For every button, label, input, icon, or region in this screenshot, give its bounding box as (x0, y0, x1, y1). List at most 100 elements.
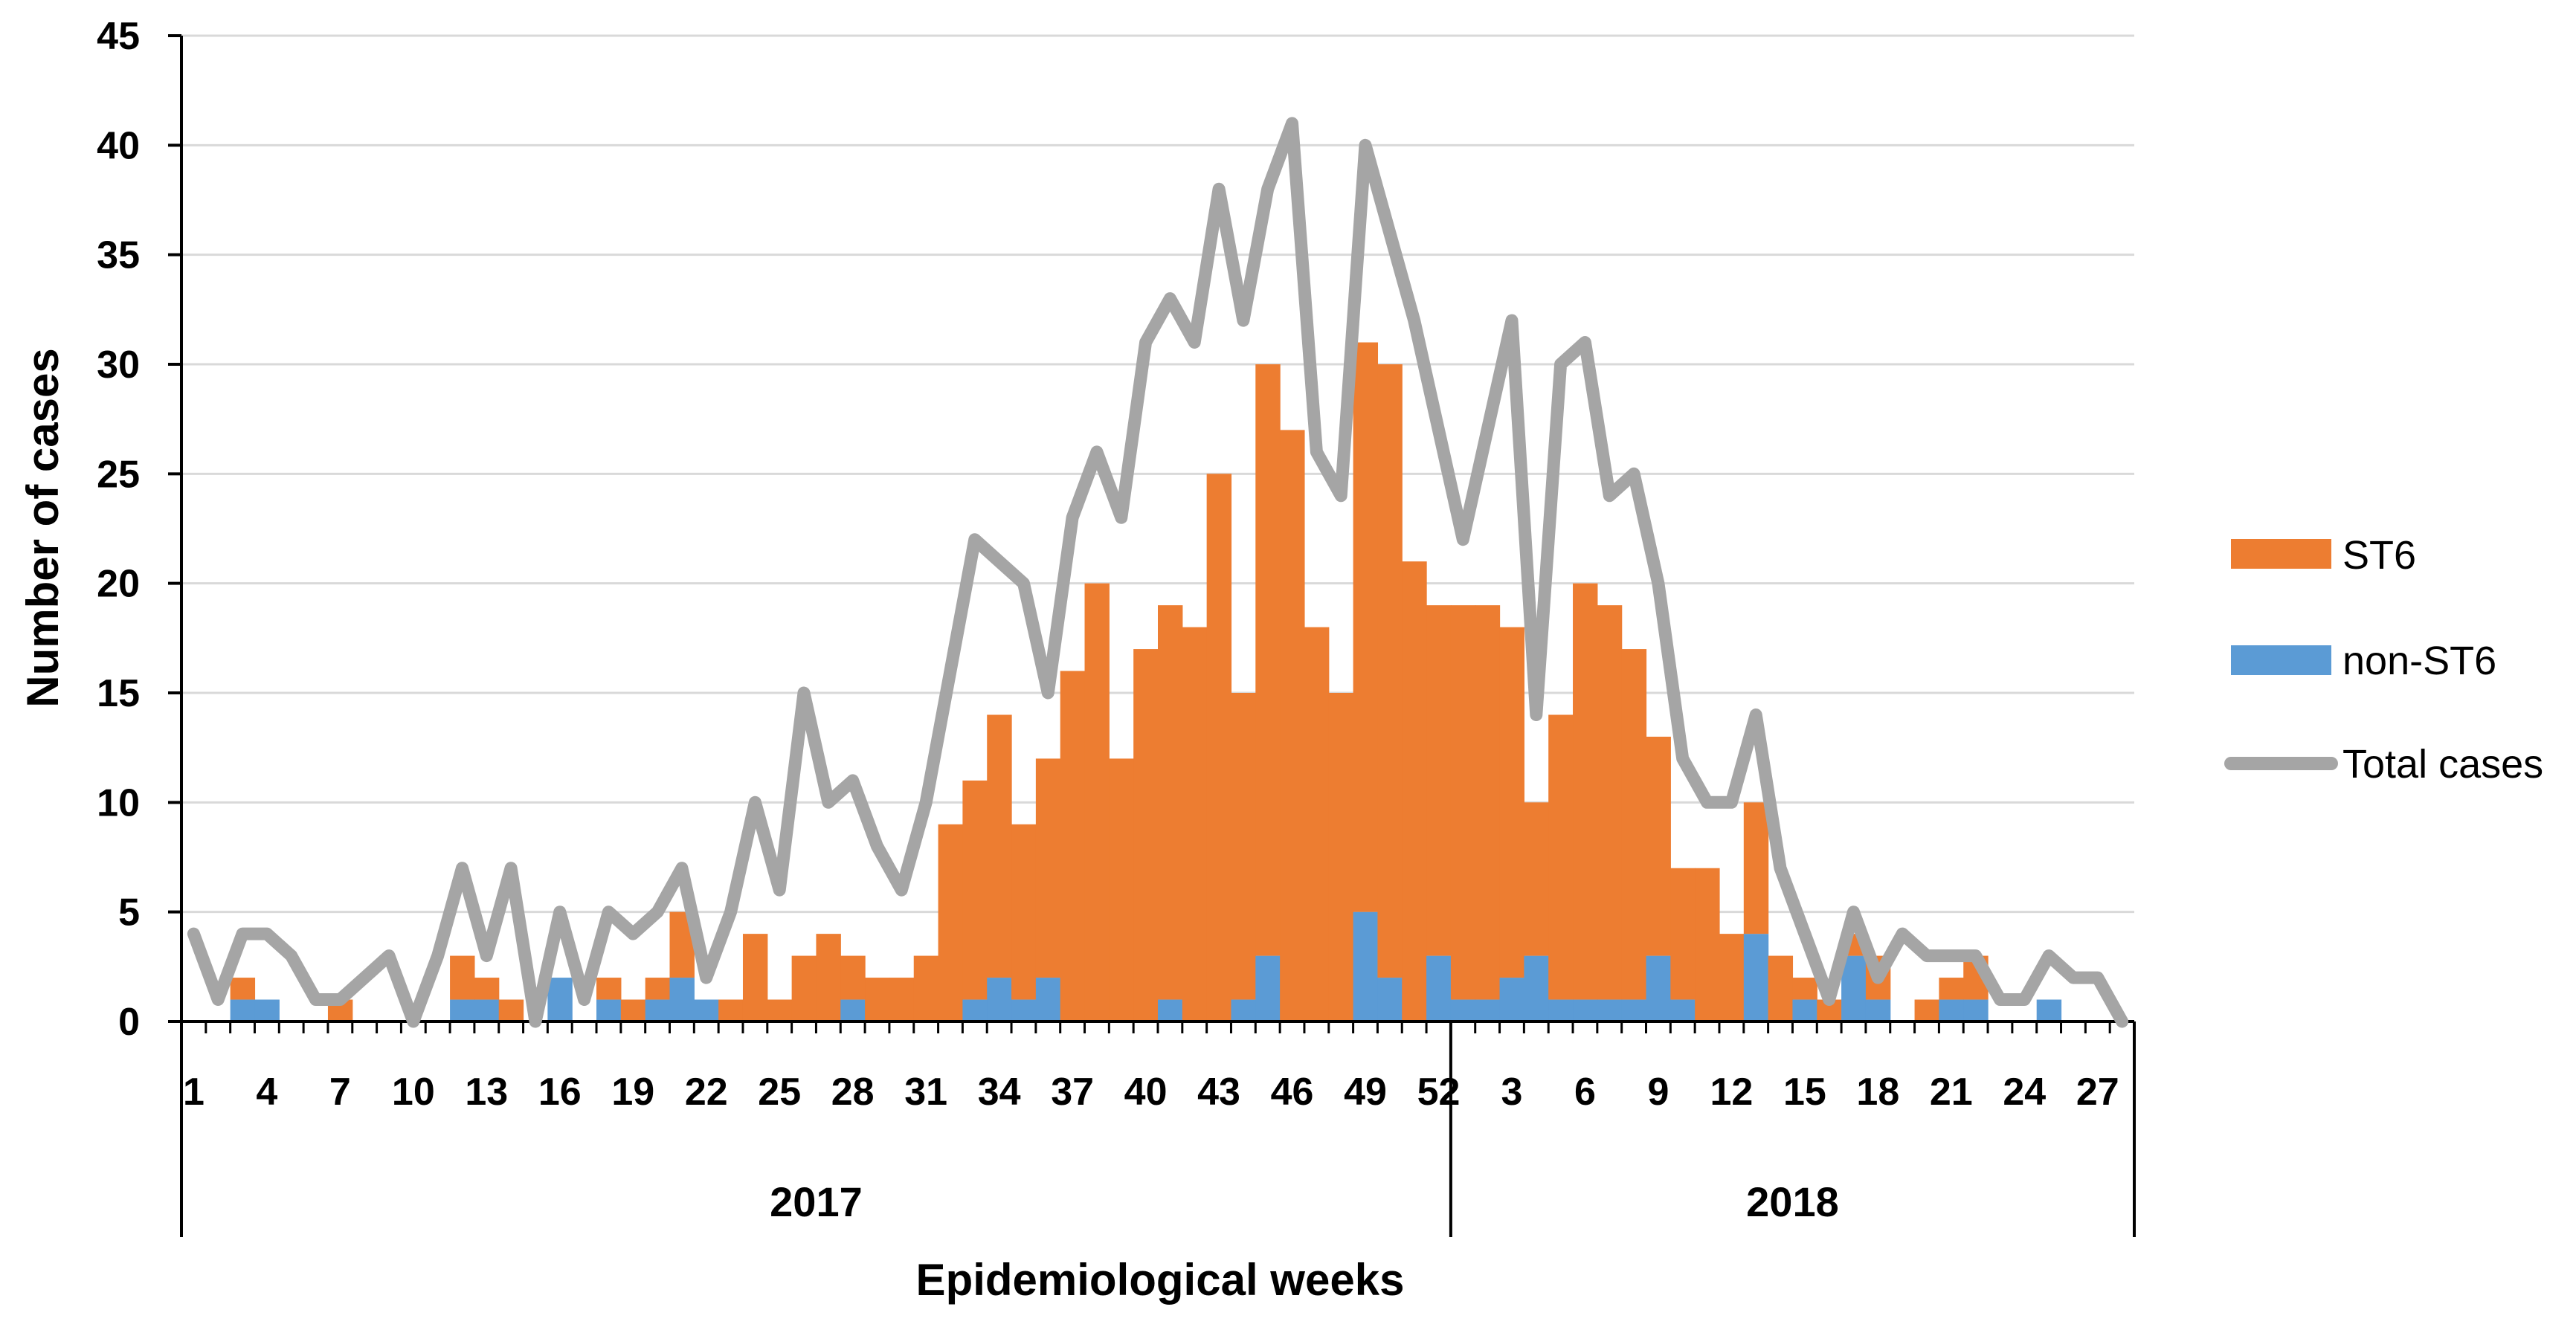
bar-non-st6 (1646, 955, 1671, 1021)
y-tick-label: 45 (97, 15, 140, 58)
bar-non-st6 (1548, 999, 1574, 1021)
y-axis-title: Number of cases (18, 348, 68, 708)
bar-non-st6 (1426, 955, 1452, 1021)
x-tick-label: 6 (1574, 1071, 1596, 1114)
y-tick-label: 0 (118, 1001, 140, 1044)
bar-st6 (1377, 364, 1403, 978)
bar-non-st6 (1377, 978, 1403, 1021)
x-tick-label: 25 (758, 1071, 801, 1114)
bar-st6 (1109, 758, 1134, 1021)
bar-non-st6 (1621, 999, 1647, 1021)
bar-non-st6 (840, 999, 866, 1021)
bar-non-st6 (1499, 978, 1524, 1021)
bar-non-st6 (1743, 934, 1769, 1021)
bar-non-st6 (547, 978, 573, 1021)
bar-st6 (1792, 978, 1817, 1000)
x-axis-title: Epidemiological weeks (916, 1255, 1405, 1305)
bars (230, 342, 2062, 1021)
x-tick-label: 15 (1783, 1071, 1826, 1114)
bar-st6 (645, 978, 671, 1000)
x-tick-label: 40 (1124, 1071, 1168, 1114)
bar-st6 (1402, 561, 1427, 1021)
x-tick-label: 19 (611, 1071, 654, 1114)
bar-st6 (1133, 649, 1159, 1021)
bar-st6 (1499, 627, 1524, 978)
bar-st6 (230, 978, 256, 1000)
bar-non-st6 (1597, 999, 1623, 1021)
x-tick-label: 52 (1417, 1071, 1461, 1114)
bar-st6 (1524, 802, 1549, 956)
x-tick-label: 46 (1271, 1071, 1314, 1114)
x-tick-labels: 1 4 7 10 13 16 19 22 25 28 31 34 37 40 43 46 49 52 3 6 9 12 15… (183, 1071, 2119, 1114)
bar-st6 (1206, 474, 1232, 1021)
x-tick-label: 49 (1344, 1071, 1387, 1114)
bar-st6 (816, 934, 841, 1021)
y-tick-label: 5 (118, 891, 140, 934)
bar-st6 (865, 978, 890, 1021)
bar-non-st6 (1792, 999, 1817, 1021)
x-tick-label: 4 (256, 1071, 277, 1114)
bar-non-st6 (1573, 999, 1598, 1021)
bar-st6 (1426, 605, 1452, 956)
bar-st6 (840, 955, 866, 1000)
bar-st6 (1035, 758, 1061, 978)
bar-non-st6 (1450, 999, 1476, 1021)
bar-st6 (1304, 627, 1330, 1021)
legend-label-non-st6: non-ST6 (2342, 639, 2496, 683)
bar-non-st6 (1475, 999, 1501, 1021)
bar-st6 (1768, 955, 1794, 1021)
bar-st6 (987, 714, 1012, 978)
bar-st6 (718, 999, 744, 1021)
x-tick-label: 7 (329, 1071, 351, 1114)
x-tick-label: 12 (1710, 1071, 1753, 1114)
bar-non-st6 (1158, 999, 1183, 1021)
bar-non-st6 (1255, 955, 1281, 1021)
y-tick-labels: 0 5 10 15 20 25 30 35 40 45 (97, 15, 140, 1044)
x-tick-label: 9 (1647, 1071, 1669, 1114)
bar-st6 (1280, 430, 1305, 1021)
bar-non-st6 (1865, 999, 1891, 1021)
bar-st6 (1328, 693, 1354, 1021)
bar-non-st6 (1670, 999, 1696, 1021)
bar-st6 (1011, 824, 1037, 1000)
bar-st6 (1573, 583, 1598, 1000)
y-tick-label: 30 (97, 343, 140, 387)
year-label-2017: 2017 (770, 1178, 863, 1225)
bar-st6 (1719, 934, 1745, 1021)
legend-swatch-st6 (2231, 539, 2331, 569)
x-tick-label: 24 (2003, 1071, 2046, 1114)
x-tick-label: 37 (1051, 1071, 1094, 1114)
legend: ST6 non-ST6 Total cases (2224, 533, 2543, 787)
bar-st6 (1548, 714, 1574, 1000)
bar-st6 (1475, 605, 1501, 1000)
bar-st6 (1670, 868, 1696, 1000)
x-tick-label: 3 (1501, 1071, 1523, 1114)
bar-st6 (1646, 736, 1671, 956)
y-tick-label: 40 (97, 124, 140, 167)
bar-st6 (1743, 802, 1769, 934)
bar-st6 (1621, 649, 1647, 1000)
bar-non-st6 (1841, 955, 1867, 1021)
y-tick-label: 20 (97, 563, 140, 606)
bar-non-st6 (474, 999, 500, 1021)
bar-st6 (1182, 627, 1208, 1021)
bar-st6 (1450, 605, 1476, 1000)
bar-non-st6 (1353, 911, 1379, 1021)
bar-st6 (1060, 671, 1086, 1021)
x-tick-label: 13 (465, 1071, 508, 1114)
x-tick-label: 1 (183, 1071, 205, 1114)
x-tick-label: 28 (831, 1071, 875, 1114)
x-tick-label: 43 (1197, 1071, 1240, 1114)
bar-non-st6 (2036, 999, 2062, 1021)
bar-non-st6 (450, 999, 475, 1021)
y-tick-label: 35 (97, 234, 140, 277)
y-tick-label: 15 (97, 672, 140, 715)
bar-st6 (498, 999, 524, 1021)
bar-st6 (889, 978, 915, 1021)
x-tick-label: 34 (978, 1071, 1021, 1114)
bar-st6 (1597, 605, 1623, 1000)
bar-st6 (596, 978, 622, 1000)
y-tick-label: 25 (97, 453, 140, 496)
bar-st6 (1255, 364, 1281, 956)
